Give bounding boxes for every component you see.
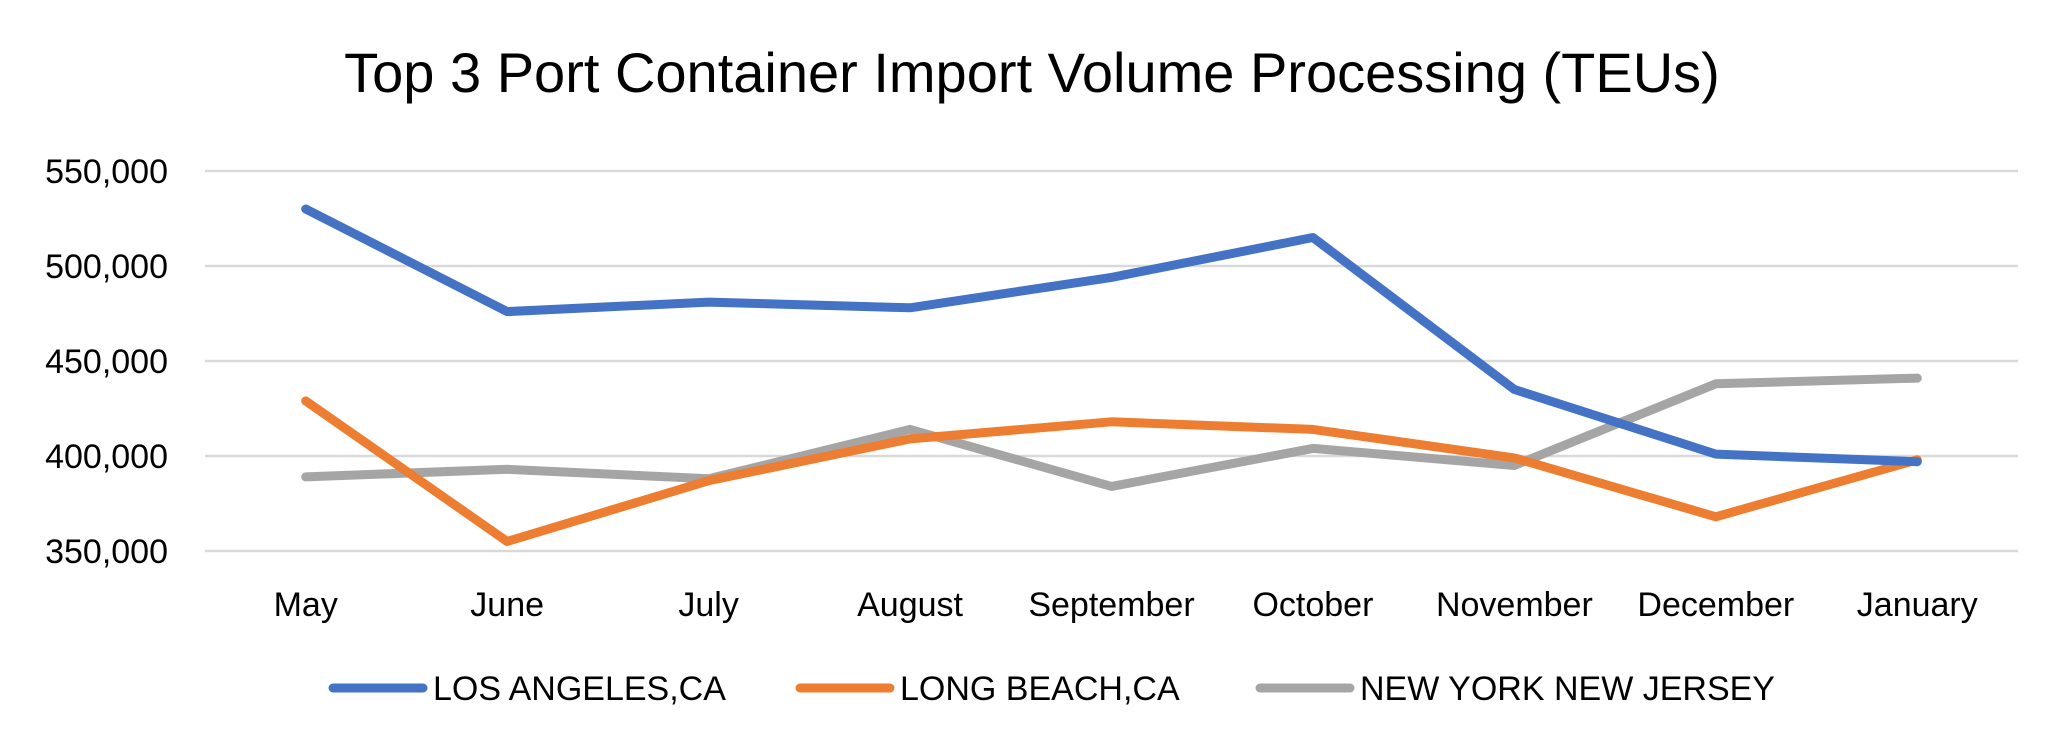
x-tick-label: June — [470, 586, 544, 624]
y-tick-label: 400,000 — [45, 438, 168, 476]
legend-label: NEW YORK NEW JERSEY — [1360, 670, 1775, 708]
x-tick-label: May — [274, 586, 338, 624]
x-tick-label: November — [1436, 586, 1593, 624]
x-tick-label: January — [1857, 586, 1978, 624]
gridlines — [205, 169, 2018, 553]
series-lines — [301, 204, 1922, 546]
y-tick-label: 550,000 — [45, 153, 168, 191]
x-tick-label: October — [1252, 586, 1373, 624]
x-axis-tick-labels: May June July August September October Novembe… — [274, 586, 1978, 624]
legend-label: LONG BEACH,CA — [900, 670, 1180, 708]
y-tick-label: 450,000 — [45, 343, 168, 381]
y-tick-label: 500,000 — [45, 248, 168, 286]
y-tick-label: 350,000 — [45, 533, 168, 571]
x-tick-label: August — [857, 586, 963, 624]
x-tick-label: September — [1028, 586, 1194, 624]
chart-title: Top 3 Port Container Import Volume Proce… — [344, 41, 1720, 104]
x-tick-label: December — [1637, 586, 1794, 624]
x-tick-label: July — [678, 586, 738, 624]
series-line-2 — [301, 373, 1922, 491]
legend: LOS ANGELES,CA LONG BEACH,CA NEW YORK NEW … — [328, 670, 1775, 708]
y-axis-tick-labels: 350,000 400,000 450,000 500,000 550,000 — [45, 153, 168, 571]
legend-label: LOS ANGELES,CA — [433, 670, 726, 708]
